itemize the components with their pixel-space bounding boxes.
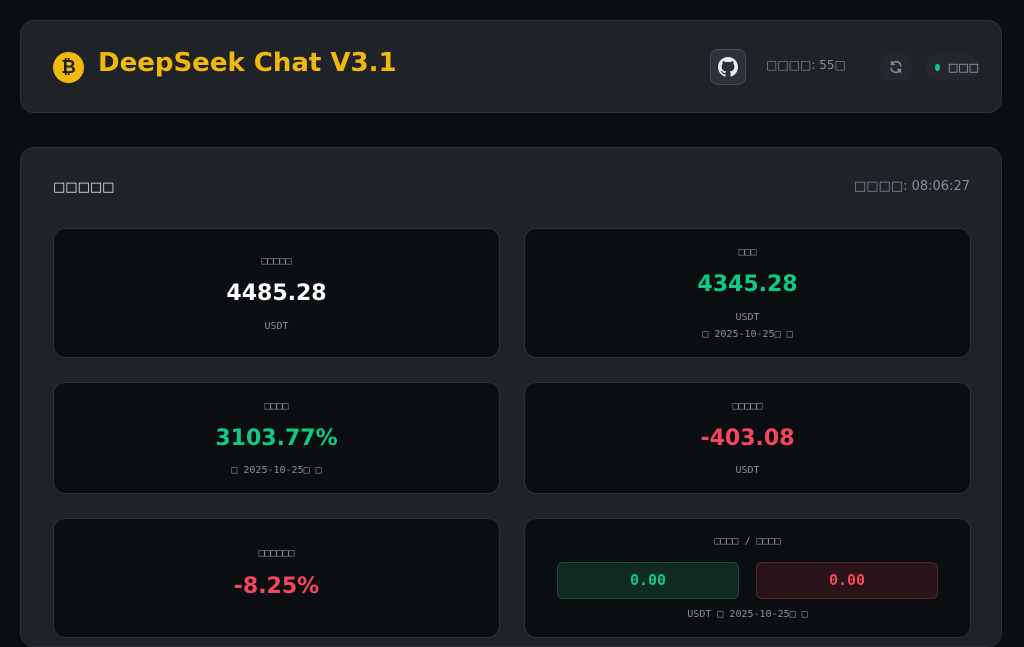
card-label: □□□□	[264, 401, 289, 412]
refresh-icon	[890, 60, 902, 74]
pnl-ratio-card: □□□□□□ -8.25%	[53, 518, 500, 638]
card-note: □ 2025-10-25□ □	[702, 329, 793, 340]
card-label: □□□□□	[732, 401, 763, 412]
profit-loss-card: □□□□ / □□□□ 0.00 0.00 USDT □ 2025-10-25□…	[524, 518, 971, 638]
card-note: USDT □ 2025-10-25□ □	[687, 609, 808, 620]
unrealized-pnl-card: □□□□□ -403.08 USDT	[524, 382, 971, 494]
card-note: □ 2025-10-25□ □	[231, 465, 322, 476]
refresh-button[interactable]	[881, 54, 911, 80]
app-title: DeepSeek Chat V3.1	[98, 48, 397, 78]
card-label: □□□□□□	[258, 548, 295, 559]
card-value: -403.08	[700, 426, 795, 451]
loss-value: 0.00	[756, 562, 938, 599]
github-icon	[718, 57, 738, 77]
bitcoin-logo-icon: ₿	[53, 52, 84, 83]
card-label: □□□□ / □□□□	[714, 536, 781, 547]
card-value: -8.25%	[233, 574, 320, 599]
card-value: 4345.28	[697, 272, 798, 297]
account-panel: □□□□□ □□□□: 08:06:27 □□□□□ 4485.28 USDT …	[20, 147, 1002, 647]
return-rate-card: □□□□ 3103.77% □ 2025-10-25□ □	[53, 382, 500, 494]
header-bar: ₿ DeepSeek Chat V3.1 □□□□: 55□ □□□	[20, 20, 1002, 113]
card-value: 3103.77%	[215, 426, 338, 451]
card-unit: USDT	[735, 465, 760, 476]
card-unit: USDT	[264, 321, 289, 332]
card-label: □□□	[738, 247, 757, 258]
status-text: □□□	[947, 60, 979, 74]
panel-title: □□□□□	[53, 180, 115, 195]
status-dot-icon	[935, 63, 940, 71]
card-label: □□□□□	[261, 256, 292, 267]
github-button[interactable]	[710, 49, 746, 85]
connection-status: □□□	[925, 54, 979, 80]
total-equity-card: □□□□□ 4485.28 USDT	[53, 228, 500, 358]
last-updated: □□□□: 08:06:27	[853, 179, 970, 194]
profit-value: 0.00	[557, 562, 739, 599]
card-unit: USDT	[735, 312, 760, 323]
balance-card: □□□ 4345.28 USDT □ 2025-10-25□ □	[524, 228, 971, 358]
card-value: 4485.28	[226, 281, 327, 306]
refresh-interval-text: □□□□: 55□	[766, 58, 846, 72]
